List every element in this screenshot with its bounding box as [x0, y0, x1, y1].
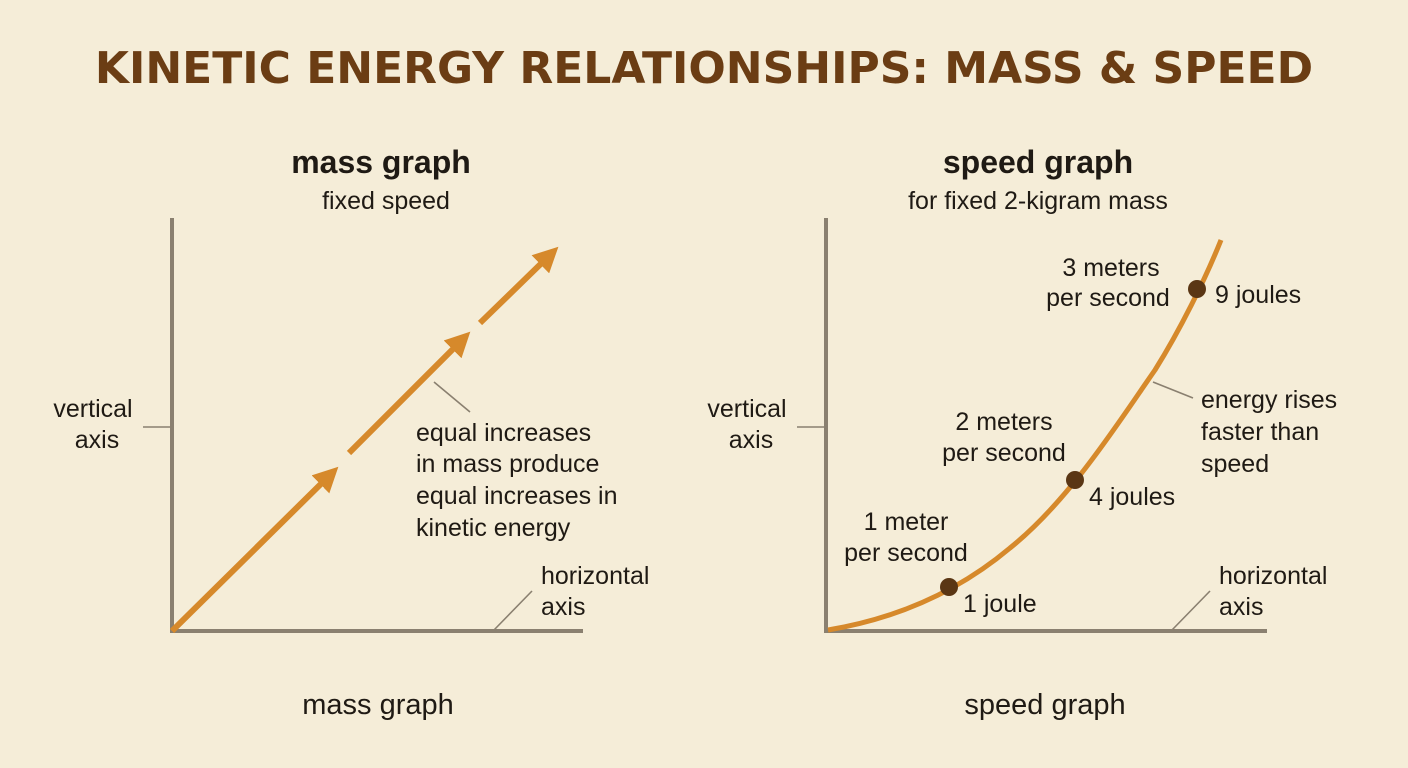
point-1-speed-label-line1: 1 meter — [864, 508, 949, 536]
speed-horizontal-axis-leader — [1171, 590, 1211, 631]
speed-graph-subtitle: for fixed 2-kigram mass — [908, 187, 1168, 215]
speed-vertical-axis-label-line2: axis — [729, 426, 773, 454]
point-3-energy-label: 9 joules — [1215, 281, 1301, 309]
mass-arrow-segment-3 — [477, 246, 559, 326]
speed-annotation-line1: energy rises — [1201, 386, 1337, 414]
mass-graph-subtitle: fixed speed — [322, 187, 450, 215]
mass-arrow-segment-2 — [346, 331, 471, 456]
speed-graph-caption: speed graph — [964, 689, 1125, 721]
point-2-speed-label-line2: per second — [942, 439, 1066, 467]
speed-annotation-line3: speed — [1201, 450, 1269, 478]
mass-graph-caption: mass graph — [302, 689, 454, 721]
point-3-speed-label-line1: 3 meters — [1062, 254, 1159, 282]
point-2-speed-label-line1: 2 meters — [955, 408, 1052, 436]
speed-energy-curve — [827, 239, 1224, 633]
speed-graph: speed graph for fixed 2-kigram mass vert… — [707, 144, 1337, 721]
speed-annotation-leader — [1152, 381, 1194, 399]
page-title: KINETIC ENERGY RELATIONSHIPS: MASS & SPE… — [95, 43, 1313, 94]
mass-annotation-line2: in mass produce — [416, 450, 599, 478]
mass-vertical-axis-label-line2: axis — [75, 426, 119, 454]
mass-annotation-line1: equal increases — [416, 419, 591, 447]
speed-annotation-line2: faster than — [1201, 418, 1319, 446]
point-1-speed-label-line2: per second — [844, 539, 968, 567]
speed-graph-title: speed graph — [943, 144, 1133, 180]
mass-graph-title: mass graph — [291, 144, 471, 180]
arrow-icon — [169, 246, 559, 634]
speed-horizontal-axis-label-line2: axis — [1219, 593, 1263, 621]
mass-annotation-leader — [433, 381, 471, 413]
point-2-energy-label: 4 joules — [1089, 483, 1175, 511]
mass-arrow-segment-1 — [169, 466, 339, 634]
point-1-meter-per-second — [940, 578, 958, 596]
speed-vertical-axis-label-line1: vertical — [707, 395, 786, 423]
speed-graph-axes — [824, 218, 1267, 633]
speed-horizontal-axis-label-line1: horizontal — [1219, 562, 1327, 590]
mass-annotation-line4: kinetic energy — [416, 514, 571, 542]
point-3-speed-label-line2: per second — [1046, 284, 1170, 312]
point-2-meters-per-second — [1066, 471, 1084, 489]
mass-horizontal-axis-leader — [493, 590, 533, 631]
mass-horizontal-axis-label-line2: axis — [541, 593, 585, 621]
point-1-energy-label: 1 joule — [963, 590, 1037, 618]
point-3-meters-per-second — [1188, 280, 1206, 298]
mass-vertical-axis-label-line1: vertical — [53, 395, 132, 423]
mass-graph: mass graph fixed speed vertical axis hor… — [53, 144, 649, 721]
mass-horizontal-axis-label-line1: horizontal — [541, 562, 649, 590]
mass-annotation-line3: equal increases in — [416, 482, 618, 510]
